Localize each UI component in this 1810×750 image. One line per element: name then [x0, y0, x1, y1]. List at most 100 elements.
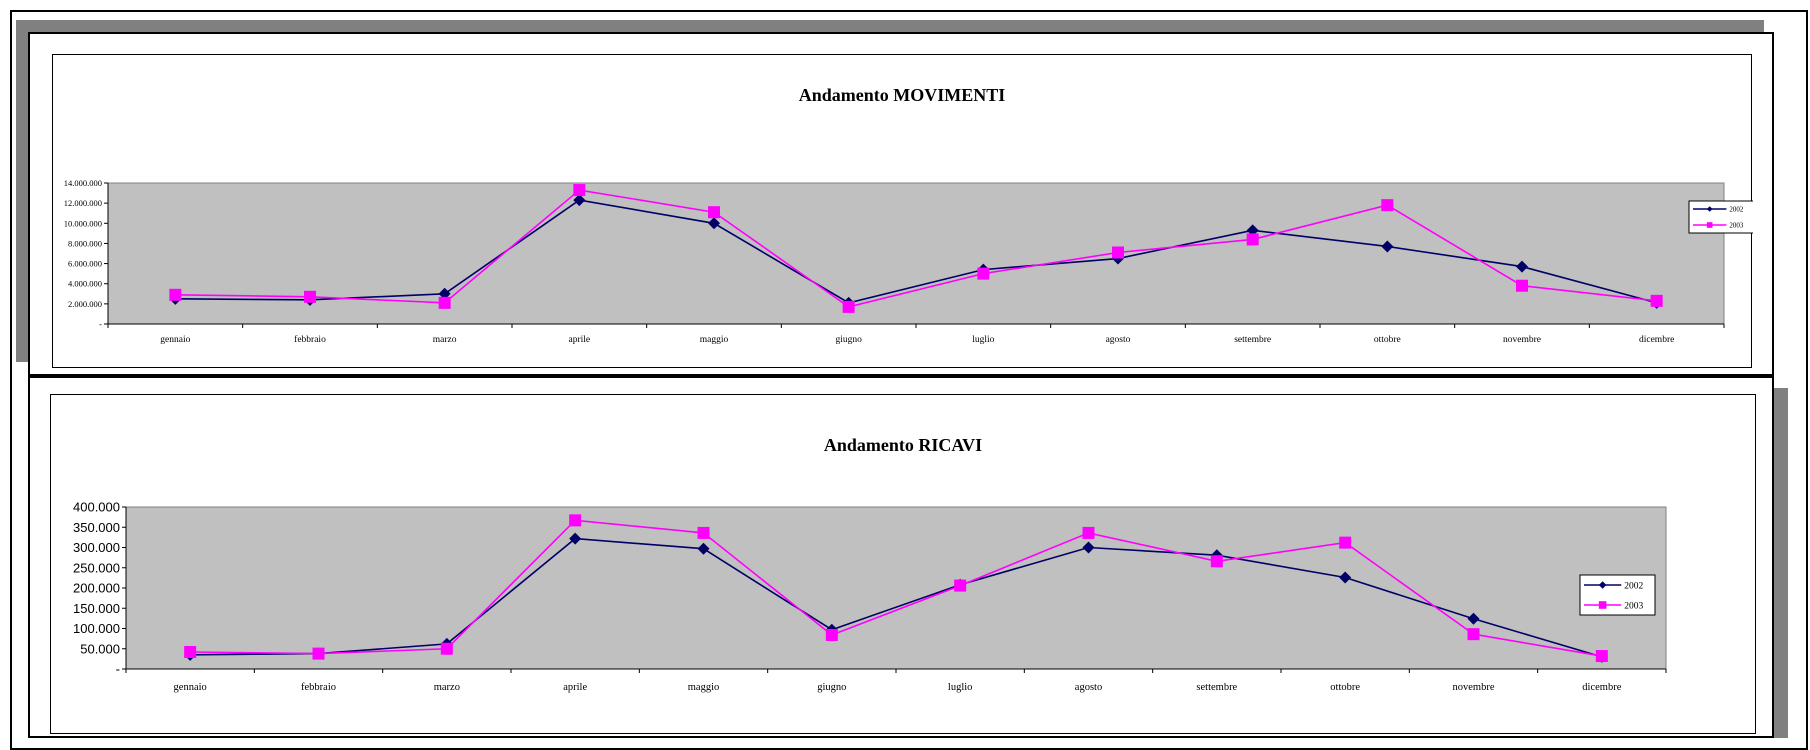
data-point-2002 [1082, 541, 1095, 554]
x-tick-label: maggio [700, 335, 729, 345]
y-tick-label: 6.000.000 [68, 259, 102, 269]
x-tick-label: marzo [434, 682, 460, 693]
data-point-2002 [438, 287, 451, 300]
plot-background [125, 506, 1667, 670]
data-point-2003 [697, 526, 710, 539]
x-tick-label: dicembre [1639, 335, 1674, 345]
data-point-2003 [1595, 650, 1608, 663]
data-point-2003 [1246, 233, 1259, 246]
x-tick-label: luglio [948, 682, 973, 693]
x-tick-label: gennaio [160, 335, 190, 345]
data-point-2002 [1381, 240, 1394, 253]
legend-marker-2003 [1598, 601, 1607, 609]
data-point-2003 [1210, 555, 1223, 568]
x-tick-label: settembre [1234, 335, 1271, 345]
data-point-2003 [1516, 279, 1528, 292]
series-line-2003 [175, 189, 1657, 308]
legend-marker-2003 [1706, 222, 1713, 228]
chart-movimenti-svg: - 2.000.000 4.000.000 6.000.000 8.000.000 10.… [64, 178, 1753, 345]
x-tick-label: marzo [433, 335, 457, 345]
chart-ricavi-title: Andamento RICAVI [823, 435, 983, 455]
y-tick-label: 12.000.000 [64, 198, 102, 208]
data-point-2003 [304, 290, 316, 303]
x-tick-label: ottobre [1330, 682, 1360, 693]
series-line-2002 [175, 199, 1657, 304]
y-tick-label: 50.000 [80, 641, 120, 656]
chart-movimenti-title: Andamento MOVIMENTI [798, 85, 1006, 105]
x-tick-label: febbraio [301, 682, 336, 693]
x-tick-label: luglio [972, 335, 994, 345]
y-tick-label: 300.000 [73, 540, 120, 555]
y-tick-label: 400.000 [73, 500, 120, 515]
x-tick-label: aprile [569, 335, 591, 345]
data-point-2002 [1467, 612, 1480, 625]
x-tick-label: ottobre [1374, 335, 1401, 345]
data-point-2003 [954, 579, 967, 592]
legend-label-2002: 2002 [1729, 205, 1744, 213]
chart-ricavi-area: Andamento RICAVI - 50.000 100.000 150.000 20… [50, 394, 1756, 734]
data-point-2003 [573, 184, 586, 197]
data-point-2002 [697, 542, 710, 555]
chart-ricavi-svg: - 50.000 100.000 150.000 200.000 250.000 300.0… [73, 500, 1667, 693]
x-tick-label: settembre [1196, 682, 1237, 693]
series-line-2003 [190, 519, 1602, 657]
legend-label-2002: 2002 [1624, 581, 1643, 591]
data-point-2002 [1246, 224, 1259, 237]
x-tick-label: giugno [817, 682, 846, 693]
x-tick-label: agosto [1106, 335, 1131, 345]
y-tick-label: - [116, 662, 120, 677]
plot-background [107, 182, 1725, 325]
data-point-2003 [1339, 536, 1352, 549]
y-tick-label: 350.000 [73, 520, 120, 535]
data-point-2002 [573, 194, 586, 207]
x-tick-label: gennaio [174, 682, 207, 693]
chart-ricavi[interactable]: Andamento RICAVI - 50.000 100.000 150.000 20… [28, 376, 1774, 738]
y-tick-label: 100.000 [73, 621, 120, 636]
data-point-2002 [569, 532, 582, 545]
x-tick-label: novembre [1503, 335, 1541, 345]
y-tick-label: 4.000.000 [68, 279, 102, 289]
y-tick-label: 10.000.000 [64, 218, 102, 228]
data-point-2003 [169, 288, 182, 301]
data-point-2003 [184, 645, 197, 658]
legend-label-2003: 2003 [1729, 221, 1744, 229]
x-tick-label: dicembre [1582, 682, 1621, 693]
chart-shadow-bottom [1772, 388, 1788, 738]
chart-movimenti-area: Andamento MOVIMENTI - 2.000.000 4.000.000 6… [52, 54, 1753, 368]
data-point-2003 [1381, 199, 1394, 212]
x-tick-label: aprile [563, 682, 587, 693]
data-point-2003 [312, 647, 325, 660]
x-tick-label: giugno [835, 335, 862, 345]
x-tick-label: novembre [1453, 682, 1495, 693]
chart-movimenti[interactable]: Andamento MOVIMENTI - 2.000.000 4.000.000 6… [28, 32, 1774, 376]
x-tick-label: agosto [1075, 682, 1102, 693]
y-tick-label: - [99, 319, 102, 329]
x-tick-label: maggio [688, 682, 720, 693]
data-point-2003 [1467, 628, 1480, 641]
data-point-2003 [440, 642, 453, 655]
data-point-2003 [1650, 294, 1663, 307]
x-tick-label: febbraio [294, 334, 326, 345]
data-point-2003 [1082, 526, 1095, 539]
legend-marker-2002 [1706, 206, 1713, 212]
data-point-2003 [825, 628, 838, 641]
data-point-2002 [1516, 260, 1528, 273]
data-point-2003 [569, 514, 582, 527]
y-tick-label: 8.000.000 [68, 238, 102, 248]
data-point-2003 [977, 267, 990, 280]
data-point-2002 [708, 217, 720, 230]
data-point-2003 [842, 300, 855, 313]
y-tick-label: 2.000.000 [68, 299, 102, 309]
data-point-2003 [438, 296, 451, 309]
y-tick-label: 150.000 [73, 601, 120, 616]
legend [1579, 574, 1656, 616]
y-tick-label: 250.000 [73, 560, 120, 575]
data-point-2002 [1339, 571, 1352, 584]
series-line-2002 [190, 537, 1603, 658]
data-point-2003 [708, 206, 720, 219]
legend [1688, 200, 1753, 234]
legend-label-2003: 2003 [1624, 601, 1643, 611]
y-tick-label: 200.000 [73, 581, 120, 596]
y-tick-label: 14.000.000 [64, 178, 102, 188]
data-point-2003 [1112, 246, 1124, 259]
